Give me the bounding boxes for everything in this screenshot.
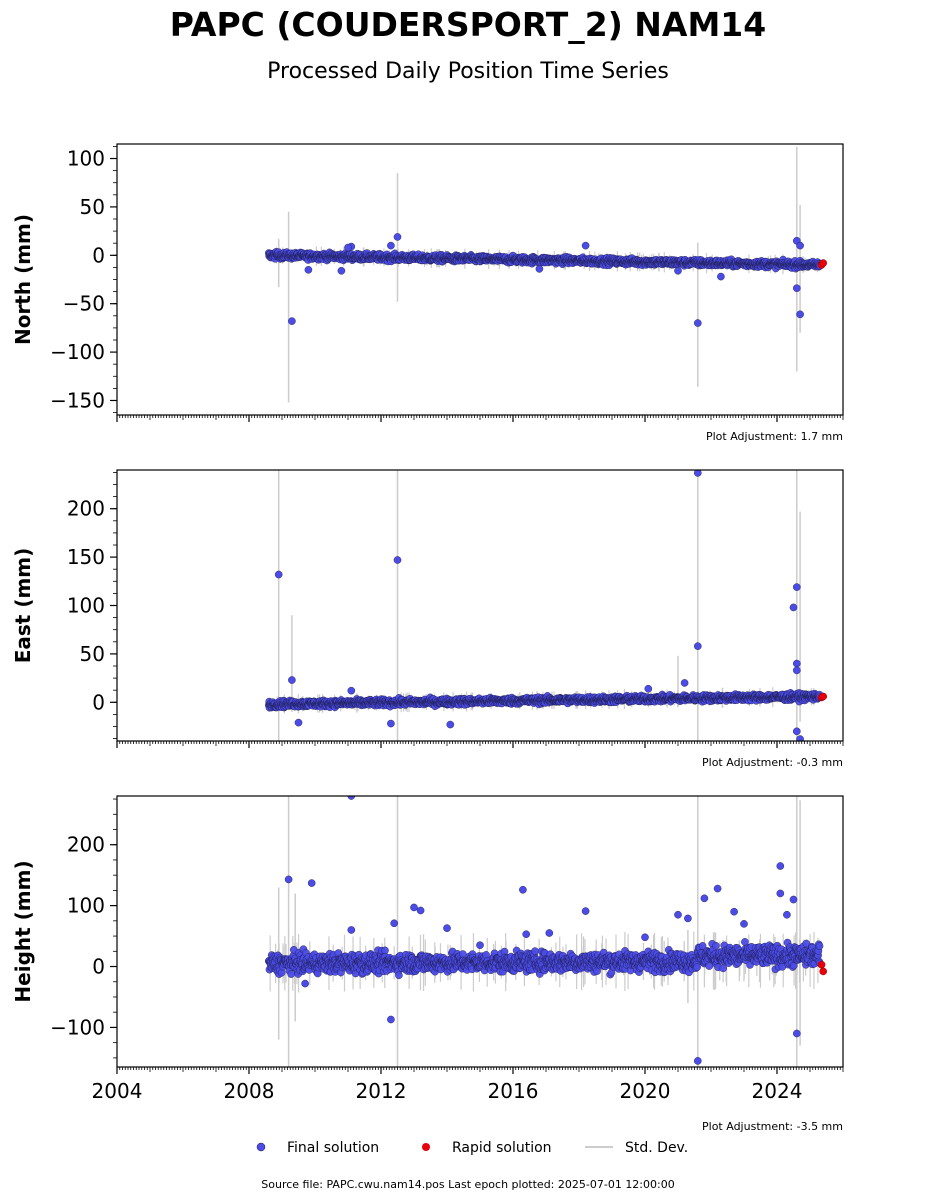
y-tick-label: 0	[92, 690, 105, 714]
y-tick-label: 150	[67, 545, 105, 569]
final-point-outlier	[337, 266, 346, 275]
final-point-outlier	[393, 233, 402, 241]
final-point-outlier	[793, 666, 801, 675]
final-point-outlier	[288, 317, 296, 325]
plot-area	[264, 470, 828, 741]
rapid-point	[819, 692, 828, 701]
final-point-outlier	[535, 265, 544, 273]
final-point-outlier	[694, 642, 702, 650]
panel-east: 200 150 100 50 0 East (mm) Plot Adjustment: -0…	[11, 469, 844, 769]
panel-north: 100 50 0 −50 −100 −150 North (mm) Plot Adjustme…	[11, 143, 844, 443]
y-tick-label: −150	[50, 388, 105, 412]
final-point-outlier	[581, 241, 590, 250]
plot-area	[264, 146, 828, 403]
final-point	[381, 946, 389, 955]
y-tick-label: 50	[80, 642, 105, 666]
y-tick-label: 200	[67, 497, 105, 521]
final-point-outlier	[393, 556, 402, 564]
axes-frame	[116, 143, 844, 416]
rapid-point	[819, 259, 828, 267]
y-axis-label: East (mm)	[11, 548, 35, 664]
final-point	[395, 971, 403, 980]
final-point-outlier	[793, 659, 801, 668]
final-point-outlier	[347, 686, 356, 695]
final-point-outlier	[793, 583, 801, 591]
y-tick-label: 100	[67, 594, 105, 618]
final-point-outlier	[294, 718, 303, 727]
plot-area	[264, 796, 828, 1067]
final-point-outlier	[274, 570, 283, 579]
final-point-outlier	[288, 676, 296, 684]
final-point-outlier	[680, 679, 689, 687]
y-tick-label: −50	[63, 292, 105, 316]
y-tick-label: 50	[80, 195, 105, 219]
y-tick-label: 100	[67, 147, 105, 171]
final-point-outlier	[446, 720, 455, 729]
final-point-outlier	[793, 284, 801, 293]
final-point-outlier	[387, 719, 395, 728]
final-point-outlier	[387, 241, 395, 250]
y-tick-label: −100	[50, 340, 105, 364]
figure-subtitle: Processed Daily Position Time Series	[267, 59, 669, 84]
final-point-outlier	[344, 243, 352, 252]
final-point-outlier	[796, 310, 804, 319]
final-point	[531, 947, 539, 955]
y-tick-label: 0	[92, 243, 105, 267]
final-point-outlier	[674, 266, 682, 275]
plot-adjustment-note: Plot Adjustment: -0.3 mm	[702, 756, 843, 769]
final-point-outlier	[796, 241, 804, 250]
plot-adjustment-note: Plot Adjustment: 1.7 mm	[706, 430, 843, 443]
figure-title: PAPC (COUDERSPORT_2) NAM14	[170, 5, 766, 44]
final-point	[459, 950, 467, 958]
final-point-outlier	[304, 266, 313, 274]
panels: 100 50 0 −50 −100 −150 North (mm) Plot Adjustme…	[11, 143, 844, 1133]
final-point-outlier	[793, 727, 801, 736]
y-axis-label: North (mm)	[11, 214, 35, 345]
final-point-outlier	[644, 684, 653, 693]
final-point-outlier	[789, 603, 798, 612]
final-point-outlier	[717, 272, 725, 281]
final-point-outlier	[694, 319, 702, 327]
final-point	[287, 970, 296, 978]
